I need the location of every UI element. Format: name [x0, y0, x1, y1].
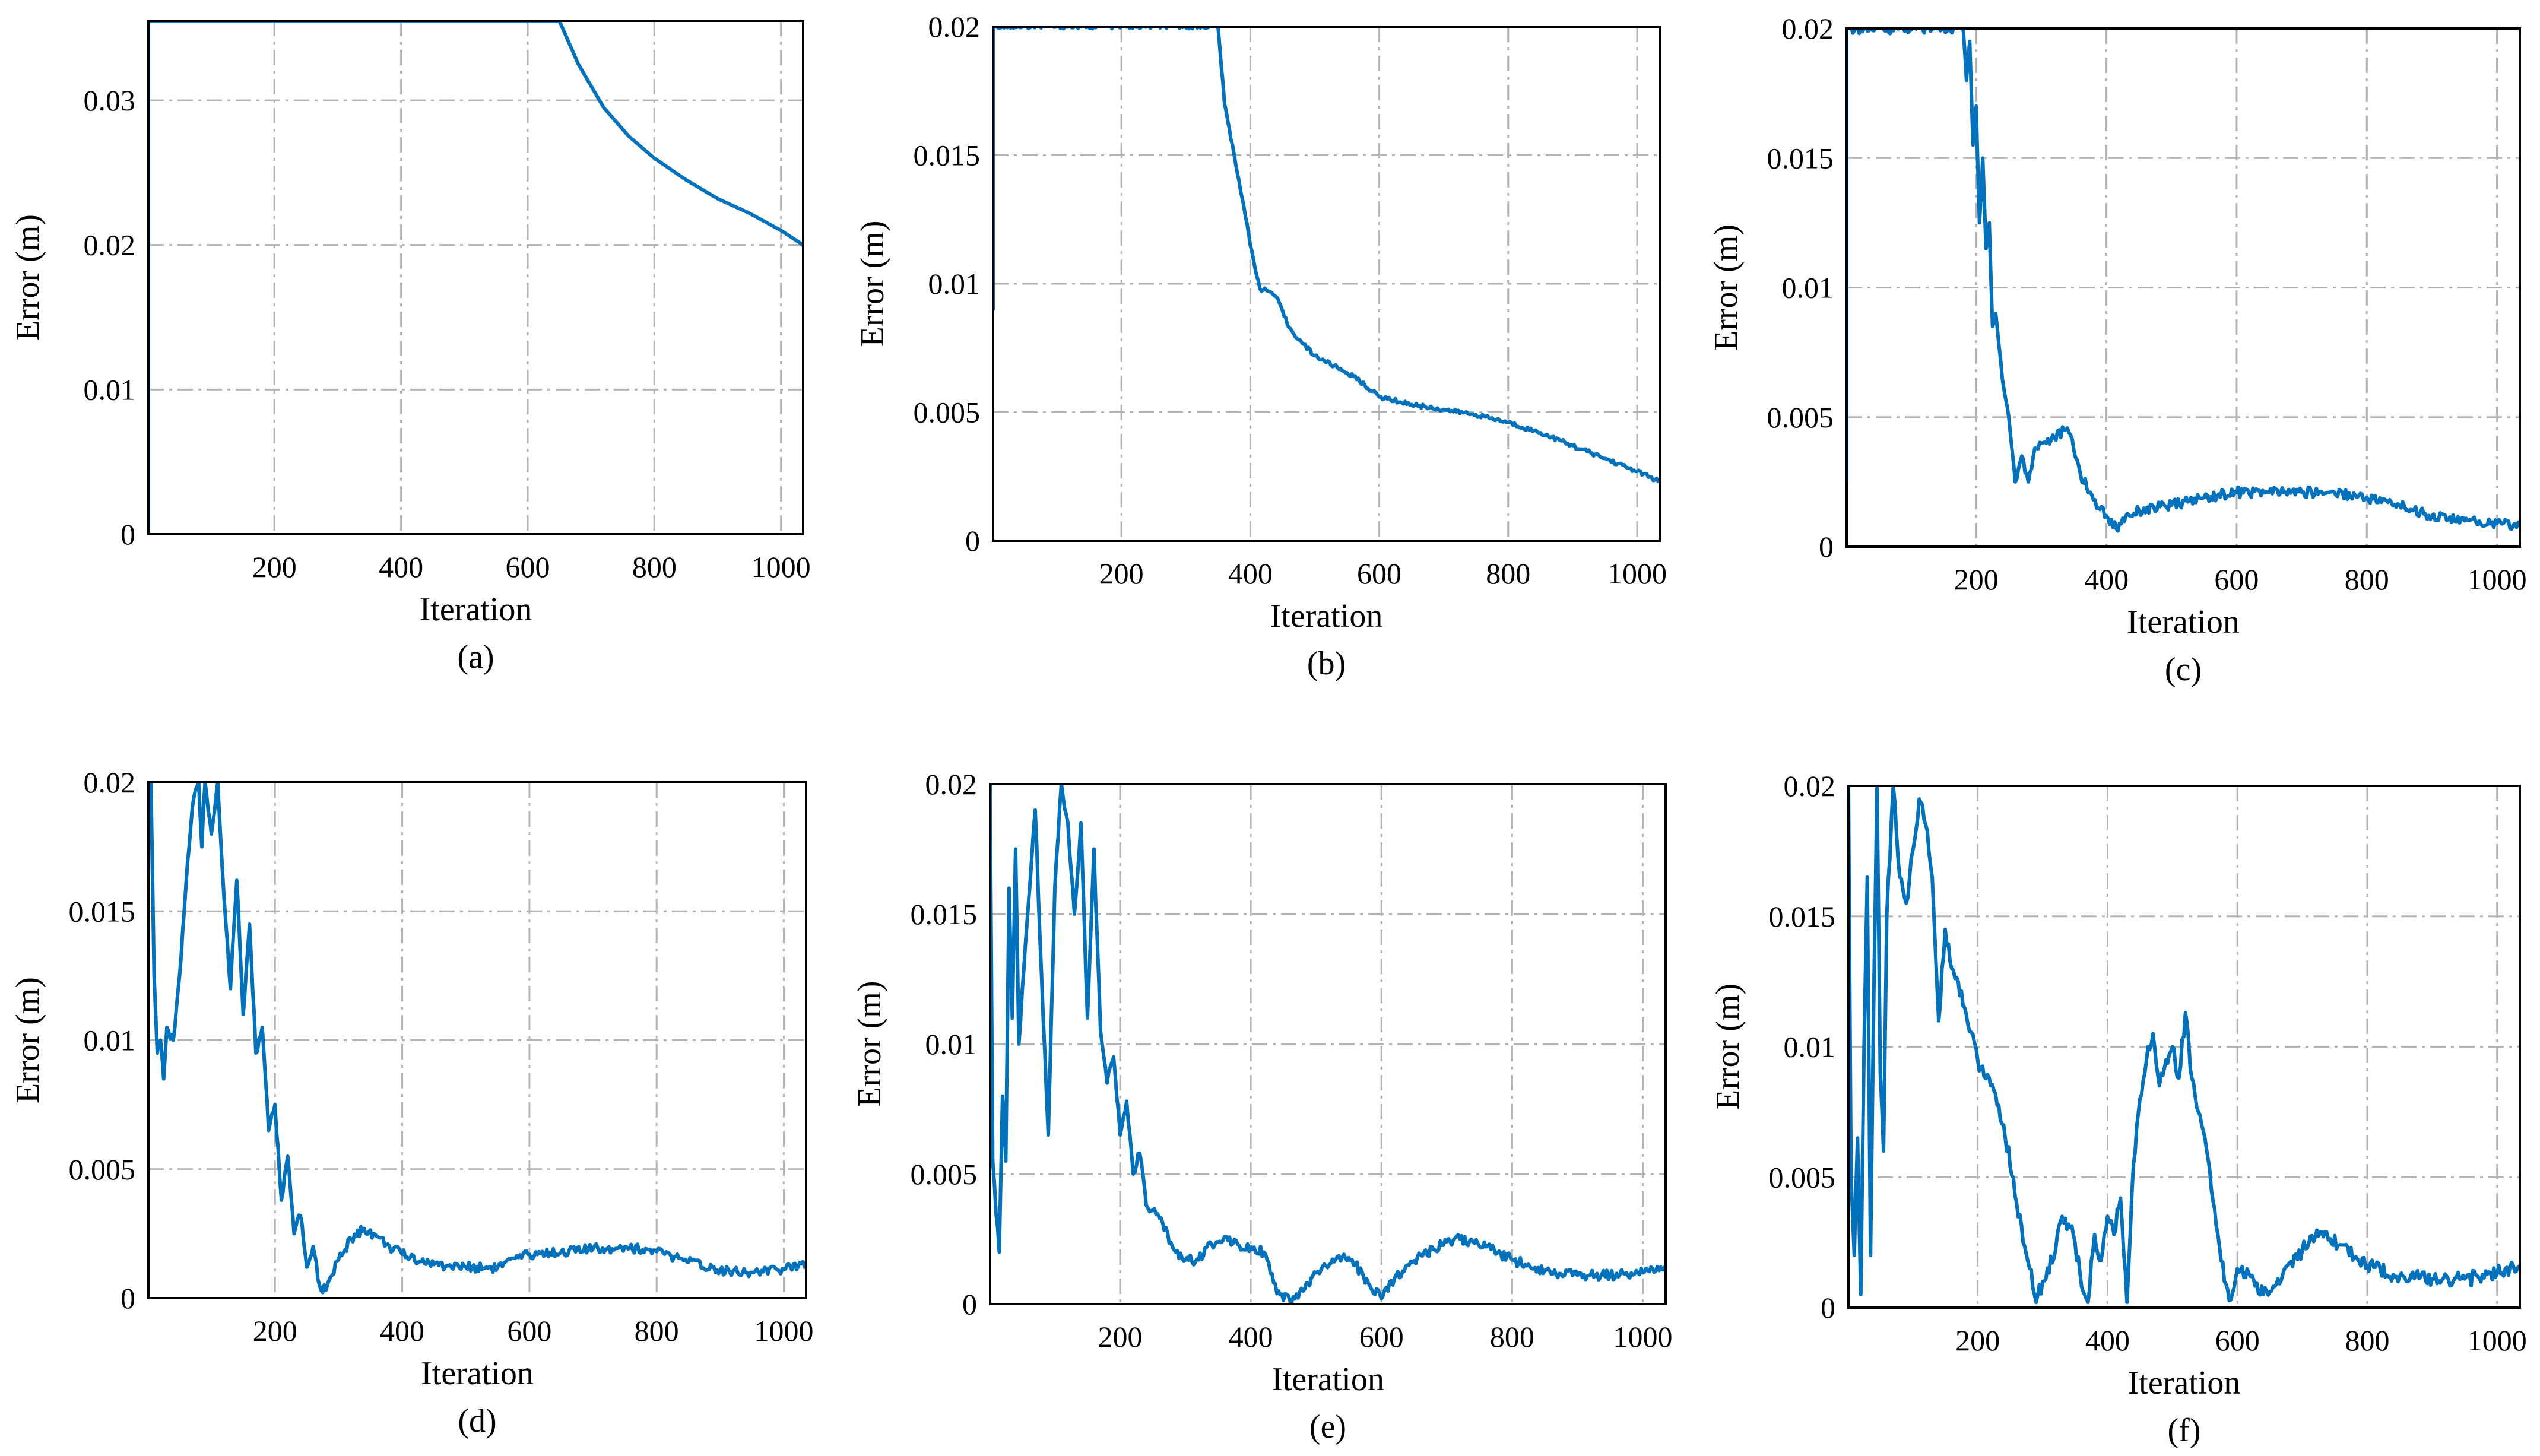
y-axis-label: Error (m): [851, 981, 888, 1107]
plot-frame: [989, 783, 1667, 1305]
y-tick-label: 0.015: [69, 894, 136, 928]
x-tick-label: 800: [1490, 1320, 1534, 1353]
chart-panel-c: 200 400 600 800 1000 0 0.005 0.01 0.015 0.02 Itera…: [1708, 12, 2527, 688]
x-axis-label: Iteration: [420, 591, 532, 628]
y-tick-label: 0.005: [1767, 401, 1834, 434]
series-line-error: [990, 784, 1666, 1304]
y-tick-label: 0.01: [84, 373, 136, 406]
chart-panel-f: 200 400 600 800 1000 0 0.005 0.01 0.015 0.02 Itera…: [1710, 769, 2527, 1449]
y-tick-label: 0: [1819, 530, 1834, 563]
chart-panel-a: 200 400 600 800 1000 0 0.01 0.02 0.03 Iteration Er…: [9, 20, 811, 675]
y-tick-label: 0.01: [84, 1024, 136, 1057]
y-tick-label: 0.005: [914, 396, 981, 429]
y-tick-label: 0.02: [84, 229, 136, 262]
y-tick-label: 0.015: [1769, 900, 1836, 933]
panel-caption: (f): [2168, 1412, 2201, 1449]
x-tick-label: 400: [1228, 557, 1273, 590]
series-line-error: [1847, 28, 2520, 533]
y-tick-label: 0.02: [1784, 769, 1836, 802]
x-tick-label: 600: [505, 550, 550, 583]
x-tick-label: 200: [1954, 563, 1999, 596]
panel-caption: (a): [457, 639, 494, 675]
x-tick-label: 800: [2345, 1324, 2389, 1357]
y-tick-label: 0.015: [914, 139, 981, 172]
y-tick-label: 0.01: [928, 267, 981, 300]
plot-frame: [992, 26, 1661, 542]
y-axis-label: Error (m): [854, 220, 891, 347]
y-tick-label: 0.02: [84, 766, 136, 799]
chart-panel-e: 200 400 600 800 1000 0 0.005 0.01 0.015 0.02 Itera…: [851, 767, 1672, 1445]
y-axis-label: Error (m): [9, 214, 46, 341]
x-tick-label: 200: [1098, 1320, 1143, 1353]
x-tick-label: 400: [2084, 563, 2129, 596]
x-tick-label: 600: [1357, 557, 1401, 590]
plot-frame: [1847, 785, 2521, 1309]
x-tick-label: 200: [253, 1314, 297, 1347]
panel-caption: (c): [2165, 651, 2202, 688]
x-tick-label: 1000: [1613, 1320, 1672, 1353]
y-tick-label: 0.005: [911, 1157, 978, 1191]
x-axis-label: Iteration: [421, 1355, 534, 1392]
y-axis-label: Error (m): [1708, 224, 1745, 351]
x-tick-label: 200: [1099, 557, 1144, 590]
series-line-error: [148, 782, 806, 1295]
chart-panel-b: 200 400 600 800 1000 0 0.005 0.01 0.015 0.02 Itera…: [854, 10, 1667, 682]
y-tick-label: 0.005: [69, 1153, 136, 1186]
y-tick-label: 0: [121, 518, 135, 551]
x-tick-label: 400: [1229, 1320, 1273, 1353]
x-axis-label: Iteration: [1270, 598, 1383, 635]
x-tick-label: 200: [1955, 1324, 2000, 1357]
x-axis-label: Iteration: [2128, 1365, 2241, 1401]
x-tick-label: 1000: [754, 1314, 813, 1347]
x-tick-label: 200: [252, 550, 297, 583]
y-tick-label: 0.02: [925, 767, 978, 801]
x-tick-label: 800: [632, 550, 677, 583]
series-line-error: [148, 21, 803, 534]
panel-caption: (d): [458, 1403, 496, 1439]
y-tick-label: 0.01: [925, 1027, 978, 1061]
x-tick-label: 1000: [2468, 1324, 2527, 1357]
x-tick-label: 400: [2085, 1324, 2130, 1357]
x-axis-label: Iteration: [2127, 604, 2240, 640]
series-line-error: [1848, 786, 2520, 1305]
x-axis-label: Iteration: [1271, 1361, 1384, 1398]
x-tick-label: 600: [507, 1314, 551, 1347]
plot-frame: [147, 20, 804, 535]
y-tick-label: 0.01: [1782, 271, 1834, 304]
y-tick-label: 0: [121, 1281, 135, 1315]
x-tick-label: 600: [1359, 1320, 1404, 1353]
x-tick-label: 1000: [1607, 557, 1667, 590]
panel-caption: (e): [1309, 1409, 1346, 1445]
y-tick-label: 0.03: [84, 84, 136, 117]
y-tick-label: 0: [965, 524, 980, 557]
y-tick-label: 0.02: [928, 10, 981, 43]
chart-panel-d: 200 400 600 800 1000 0 0.005 0.01 0.015 0.02 Itera…: [9, 766, 813, 1439]
y-axis-label: Error (m): [9, 977, 46, 1103]
x-tick-label: 800: [1486, 557, 1530, 590]
panel-caption: (b): [1307, 645, 1346, 682]
series-line-error: [993, 27, 1660, 484]
plot-frame: [1845, 27, 2521, 548]
x-tick-label: 400: [380, 1314, 424, 1347]
plot-frame: [147, 781, 807, 1299]
y-tick-label: 0.015: [911, 897, 978, 931]
x-tick-label: 600: [2214, 563, 2259, 596]
x-tick-label: 400: [379, 550, 423, 583]
x-tick-label: 600: [2215, 1324, 2260, 1357]
y-tick-label: 0: [1821, 1291, 1835, 1324]
x-tick-label: 800: [2345, 563, 2389, 596]
y-tick-label: 0.01: [1784, 1030, 1836, 1064]
x-tick-label: 800: [635, 1314, 679, 1347]
y-tick-label: 0.02: [1782, 12, 1834, 45]
y-tick-label: 0.005: [1769, 1160, 1836, 1194]
x-tick-label: 1000: [2468, 563, 2527, 596]
y-axis-label: Error (m): [1710, 984, 1746, 1110]
x-tick-label: 1000: [751, 550, 811, 583]
y-tick-label: 0.015: [1767, 141, 1834, 175]
y-tick-label: 0: [962, 1287, 977, 1321]
